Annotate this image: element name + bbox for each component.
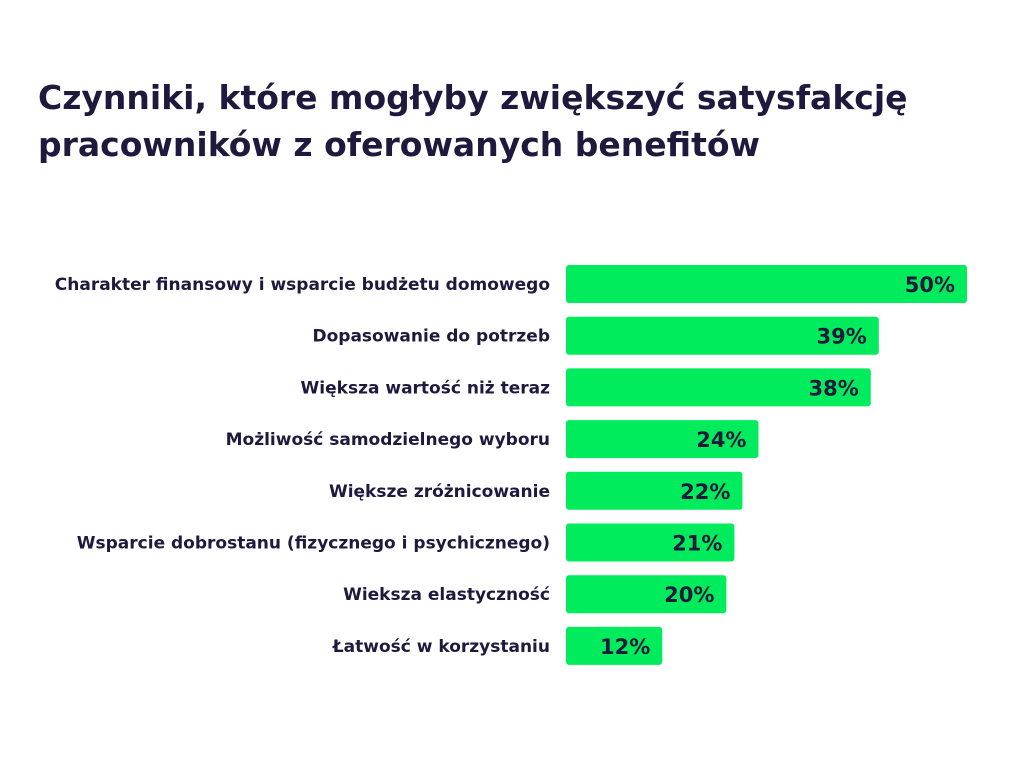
bar-value-label: 20% (664, 583, 714, 607)
category-label: Charakter finansowy i wsparcie budżetu d… (55, 275, 550, 295)
bar-value-label: 24% (696, 428, 746, 452)
chart-title: Czynniki, które mogłyby zwiększyć satysf… (38, 78, 908, 164)
bar-row: Większa wartość niż teraz 38% (301, 368, 871, 407)
bar-row: Dopasowanie do potrzeb 39% (312, 316, 879, 355)
category-label: Większa wartość niż teraz (301, 378, 551, 398)
bar (566, 575, 727, 614)
bar (566, 368, 871, 407)
bar (566, 420, 759, 459)
bar-value-label: 12% (600, 635, 650, 659)
category-label: Wsparcie dobrostanu (fizycznego i psychi… (77, 534, 550, 554)
bar-value-label: 22% (680, 480, 730, 504)
bar-value-label: 38% (808, 376, 858, 400)
category-label: Wieksza elastyczność (343, 585, 550, 605)
bar-row: Wieksza elastyczność 20% (343, 575, 727, 614)
bar-row: Większe zróżnicowanie 22% (329, 471, 743, 510)
bar-row: Możliwość samodzielnego wyboru 24% (226, 420, 759, 459)
bar (566, 471, 743, 510)
bar-value-label: 50% (905, 273, 955, 297)
bar-row: Charakter finansowy i wsparcie budżetu d… (55, 265, 967, 303)
bars-group: Charakter finansowy i wsparcie budżetu d… (55, 265, 967, 665)
category-label: Większe zróżnicowanie (329, 482, 550, 502)
bar-value-label: 21% (672, 532, 722, 556)
bar-row: Łatwość w korzystaniu 12% (332, 626, 663, 665)
category-label: Łatwość w korzystaniu (332, 637, 550, 657)
category-label: Dopasowanie do potrzeb (312, 327, 550, 347)
bar (566, 626, 663, 665)
bar (566, 265, 967, 303)
bar-value-label: 39% (817, 325, 867, 349)
bar (566, 523, 735, 562)
category-label: Możliwość samodzielnego wyboru (226, 430, 550, 450)
bar-row: Wsparcie dobrostanu (fizycznego i psychi… (77, 523, 735, 562)
bar (566, 316, 879, 355)
